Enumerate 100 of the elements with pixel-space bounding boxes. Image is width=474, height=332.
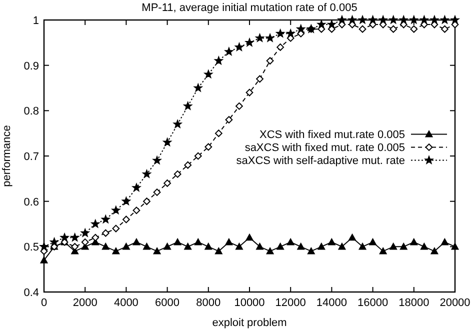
- point: [50, 238, 58, 246]
- point: [122, 216, 130, 224]
- point: [328, 20, 336, 28]
- y-tick-label: 0.4: [24, 287, 39, 299]
- point: [71, 242, 79, 250]
- point: [194, 152, 202, 160]
- point: [152, 156, 162, 164]
- point: [440, 16, 449, 24]
- x-tick-label: 16000: [358, 297, 388, 309]
- point: [410, 25, 418, 33]
- point: [328, 238, 336, 246]
- point: [122, 242, 130, 250]
- x-tick-label: 12000: [275, 297, 306, 309]
- point: [204, 242, 212, 250]
- legend-label: saXCS with fixed mut. rate 0.005: [244, 142, 405, 154]
- point: [153, 248, 161, 254]
- point: [297, 242, 305, 250]
- x-tick-label: 8000: [196, 297, 221, 309]
- point: [102, 229, 110, 237]
- point: [153, 188, 161, 196]
- point: [368, 16, 377, 24]
- point: [266, 248, 274, 254]
- point: [399, 16, 408, 24]
- y-tick-label: 1: [32, 15, 39, 27]
- point: [410, 238, 418, 246]
- y-axis-title: performance: [1, 125, 13, 187]
- x-tick-label: 4000: [114, 297, 138, 309]
- point: [204, 143, 212, 151]
- point: [286, 238, 294, 246]
- point: [245, 38, 254, 46]
- point: [236, 102, 243, 110]
- point: [224, 47, 234, 56]
- point: [276, 242, 284, 250]
- point: [164, 242, 171, 250]
- point: [256, 75, 264, 83]
- point: [296, 24, 306, 33]
- point: [122, 196, 130, 205]
- point: [369, 238, 376, 246]
- point: [420, 16, 428, 24]
- point: [173, 120, 182, 128]
- x-tick-label: 14000: [316, 297, 347, 309]
- point: [276, 44, 284, 51]
- point: [184, 161, 192, 169]
- x-tick-label: 18000: [398, 297, 430, 309]
- point: [358, 242, 366, 250]
- point: [266, 34, 274, 42]
- x-tick-label: 20000: [440, 297, 470, 309]
- point: [132, 183, 141, 192]
- point: [225, 116, 233, 124]
- point: [358, 25, 366, 33]
- point: [40, 242, 48, 250]
- point: [338, 16, 346, 24]
- x-axis-title: exploit problem: [212, 317, 287, 329]
- x-tick-label: 10000: [234, 297, 265, 309]
- point: [266, 57, 274, 64]
- point: [80, 228, 90, 237]
- point: [338, 242, 346, 250]
- point: [256, 34, 264, 42]
- point: [102, 242, 110, 250]
- point: [163, 138, 172, 146]
- point: [60, 233, 69, 242]
- point: [235, 42, 244, 51]
- x-tick-label: 0: [40, 297, 48, 309]
- point: [92, 234, 100, 242]
- x-tick-label: 2000: [72, 297, 98, 309]
- point: [318, 242, 326, 250]
- chart-title: MP-11, average initial mutation rate of 0.005: [142, 2, 358, 14]
- point: [184, 242, 192, 250]
- point: [378, 16, 388, 24]
- point: [214, 56, 223, 64]
- point: [194, 238, 202, 246]
- point: [112, 224, 120, 232]
- legend-label: saXCS with self-adaptive mut. rate: [236, 155, 405, 168]
- point: [410, 16, 418, 24]
- point: [307, 248, 315, 254]
- y-tick-label: 0.6: [24, 196, 39, 208]
- point: [40, 256, 48, 264]
- y-tick-label: 0.8: [24, 106, 39, 118]
- point: [358, 16, 367, 24]
- point: [348, 16, 356, 24]
- point: [142, 170, 151, 178]
- point: [81, 238, 89, 246]
- y-tick-label: 0.9: [24, 60, 39, 72]
- point: [194, 84, 202, 92]
- point: [91, 220, 100, 228]
- point: [256, 242, 264, 250]
- point: [400, 242, 408, 250]
- point: [112, 206, 120, 214]
- point: [430, 248, 438, 254]
- point: [102, 215, 110, 224]
- point: [390, 242, 398, 250]
- point: [70, 233, 79, 242]
- point: [389, 16, 398, 24]
- point: [420, 242, 428, 250]
- point: [430, 16, 439, 24]
- point: [286, 29, 295, 38]
- point: [246, 234, 254, 241]
- point: [112, 248, 120, 254]
- point: [441, 25, 448, 33]
- point: [450, 16, 460, 24]
